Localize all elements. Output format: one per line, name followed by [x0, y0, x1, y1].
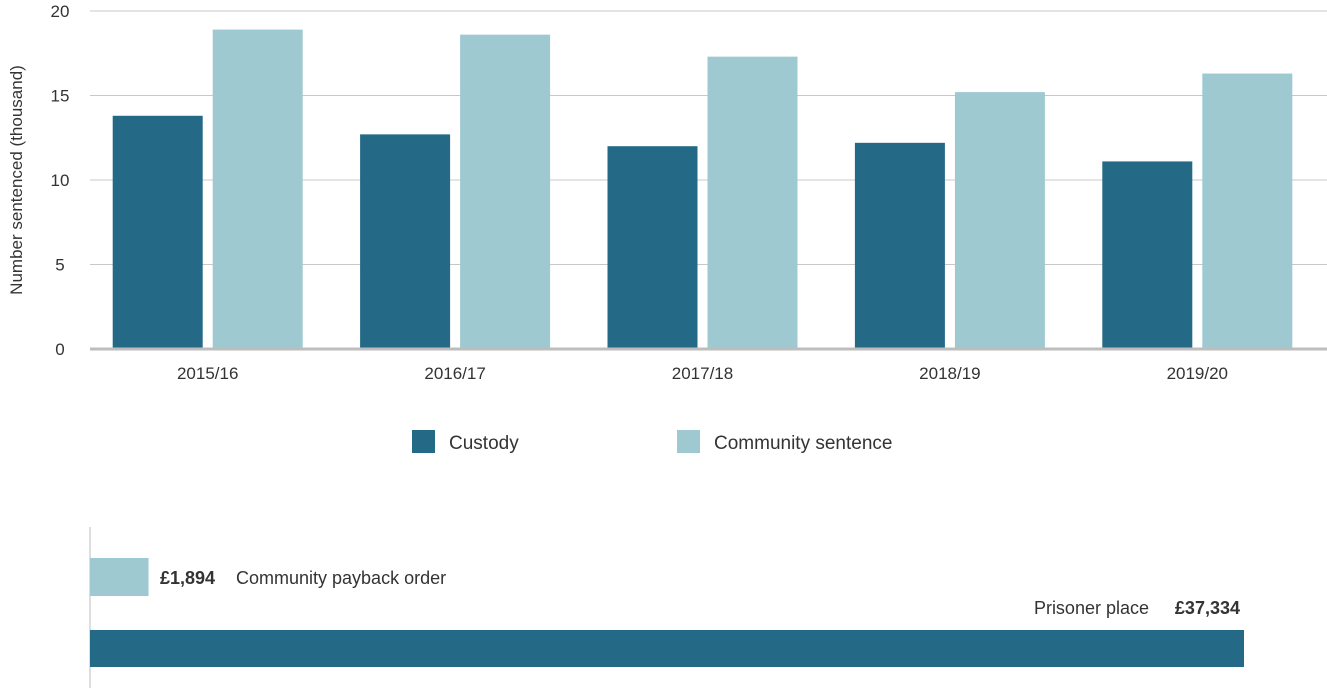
y-axis-ticks: 0 5 10 15 20	[51, 2, 70, 359]
x-tick-label: 2017/18	[672, 364, 733, 383]
bar-community-2018-19	[954, 92, 1045, 350]
bar-community-2015-16	[212, 29, 303, 350]
bar-custody-2018-19	[854, 142, 945, 349]
bar-custody-2016-17	[360, 134, 451, 349]
cost-value-prisoner-place: £37,334	[1175, 598, 1240, 618]
cost-comparison: £1,894 Community payback order Prisoner …	[89, 527, 1244, 688]
legend-swatch-community	[677, 430, 700, 453]
y-tick-label: 0	[55, 340, 64, 359]
x-tick-label: 2016/17	[424, 364, 485, 383]
legend-swatch-custody	[412, 430, 435, 453]
cost-bar-community-payback	[90, 558, 149, 596]
y-tick-label: 15	[51, 87, 70, 106]
x-tick-label: 2018/19	[919, 364, 980, 383]
x-axis-ticks: 2015/16 2016/17 2017/18 2018/19 2019/20	[177, 364, 1228, 383]
legend-label-custody: Custody	[449, 433, 519, 454]
y-axis-label: Number sentenced (thousand)	[7, 65, 26, 295]
legend-label-community: Community sentence	[714, 433, 892, 454]
cost-label-community-payback: Community payback order	[236, 568, 446, 588]
bars	[112, 29, 1293, 350]
x-tick-label: 2015/16	[177, 364, 238, 383]
cost-bar-prisoner-place	[90, 630, 1244, 667]
bar-community-2017-18	[707, 56, 798, 349]
y-tick-label: 10	[51, 171, 70, 190]
y-tick-label: 5	[55, 256, 64, 275]
bar-custody-2019-20	[1102, 161, 1193, 349]
bar-custody-2015-16	[112, 115, 203, 349]
cost-value-community-payback: £1,894	[160, 568, 215, 588]
bar-custody-2017-18	[607, 146, 698, 349]
bar-community-2016-17	[460, 34, 551, 349]
legend: Custody Community sentence	[412, 430, 892, 454]
x-tick-label: 2019/20	[1167, 364, 1228, 383]
bar-community-2019-20	[1202, 73, 1293, 349]
y-tick-label: 20	[51, 2, 70, 21]
cost-label-prisoner-place: Prisoner place	[1034, 598, 1149, 618]
